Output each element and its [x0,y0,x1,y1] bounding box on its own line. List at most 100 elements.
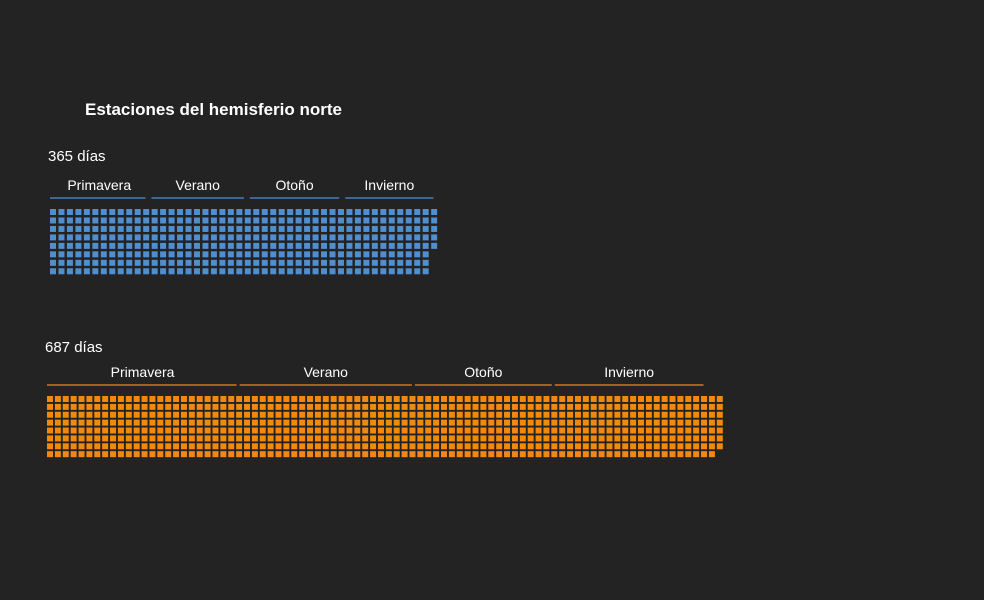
day-cell [173,427,180,434]
day-cell [70,443,77,450]
day-cell [716,443,723,450]
day-cell [614,403,621,410]
day-cell [287,268,294,275]
day-cell [431,242,438,249]
day-cell [168,268,175,275]
day-cell [228,427,235,434]
day-cell [278,251,285,258]
day-cell [54,435,61,442]
day-cell [244,396,250,402]
day-cell [630,419,637,426]
day-cell [267,403,274,410]
day-cell [511,411,518,418]
day-cell [677,411,684,418]
day-cell [261,259,268,266]
day-cell [661,419,668,426]
day-cell [488,396,495,402]
day-cell [185,251,192,258]
day-cell [693,427,700,434]
day-cell [227,209,234,215]
day-cell [278,242,285,249]
day-cell [653,419,660,426]
day-cell [141,435,148,442]
day-cell [253,234,260,241]
day-cell [488,443,495,450]
day-cell [180,403,187,410]
day-cell [622,403,629,410]
day-cell [377,435,384,442]
day-cell [259,427,266,434]
day-cell [295,259,302,266]
day-cell [117,209,124,215]
day-cell [143,242,150,249]
day-cell [244,411,250,418]
day-cell [385,427,392,434]
day-cell [100,209,107,215]
day-cell [543,396,550,402]
day-cell [685,427,692,434]
day-cell [441,451,447,458]
day-cell [117,443,124,450]
day-cell [66,209,73,215]
day-cell [160,251,167,258]
day-cell [143,225,150,232]
day-cell [236,427,243,434]
day-cell [422,209,429,215]
day-cell [472,443,479,450]
day-cell [83,268,90,275]
day-cell [287,209,294,215]
day-cell [488,419,495,426]
day-cell [388,209,395,215]
day-cell [329,234,336,241]
day-cell [193,251,200,258]
day-cell [228,419,235,426]
day-cell [431,209,438,215]
day-cell [535,451,542,458]
day-cell [151,242,158,249]
day-cell [312,242,319,249]
day-cell [143,259,150,266]
day-cell [202,242,209,249]
day-cell [196,403,203,410]
day-cell [100,234,107,241]
day-cell [329,268,336,275]
day-cell [275,443,282,450]
day-cell [653,435,660,442]
day-cell [645,411,652,418]
day-cell [638,419,644,426]
day-cell [661,451,668,458]
day-cell [236,451,243,458]
day-cell [397,242,404,249]
day-cell [149,435,156,442]
day-cell [133,451,140,458]
day-cell [92,268,99,275]
day-cell [708,403,715,410]
day-cell [275,396,282,402]
day-cell [78,411,85,418]
day-cell [204,435,211,442]
day-cell [236,411,243,418]
day-cell [227,268,234,275]
day-cell [314,435,321,442]
day-cell [582,427,589,434]
day-cell [86,427,93,434]
day-cell [535,419,542,426]
day-cell [377,419,384,426]
day-cell [299,435,306,442]
day-cell [388,259,395,266]
day-cell [488,451,495,458]
day-cell [543,427,550,434]
day-cell [102,396,109,402]
day-cell [58,242,65,249]
day-cell [362,427,369,434]
day-cell [590,403,597,410]
day-cell [168,225,175,232]
day-cell [385,451,392,458]
day-cell [193,268,200,275]
day-cell [330,411,337,418]
day-cell [58,251,65,258]
day-cell [417,427,424,434]
day-cell [322,435,329,442]
day-cell [363,225,370,232]
day-cell [78,443,85,450]
